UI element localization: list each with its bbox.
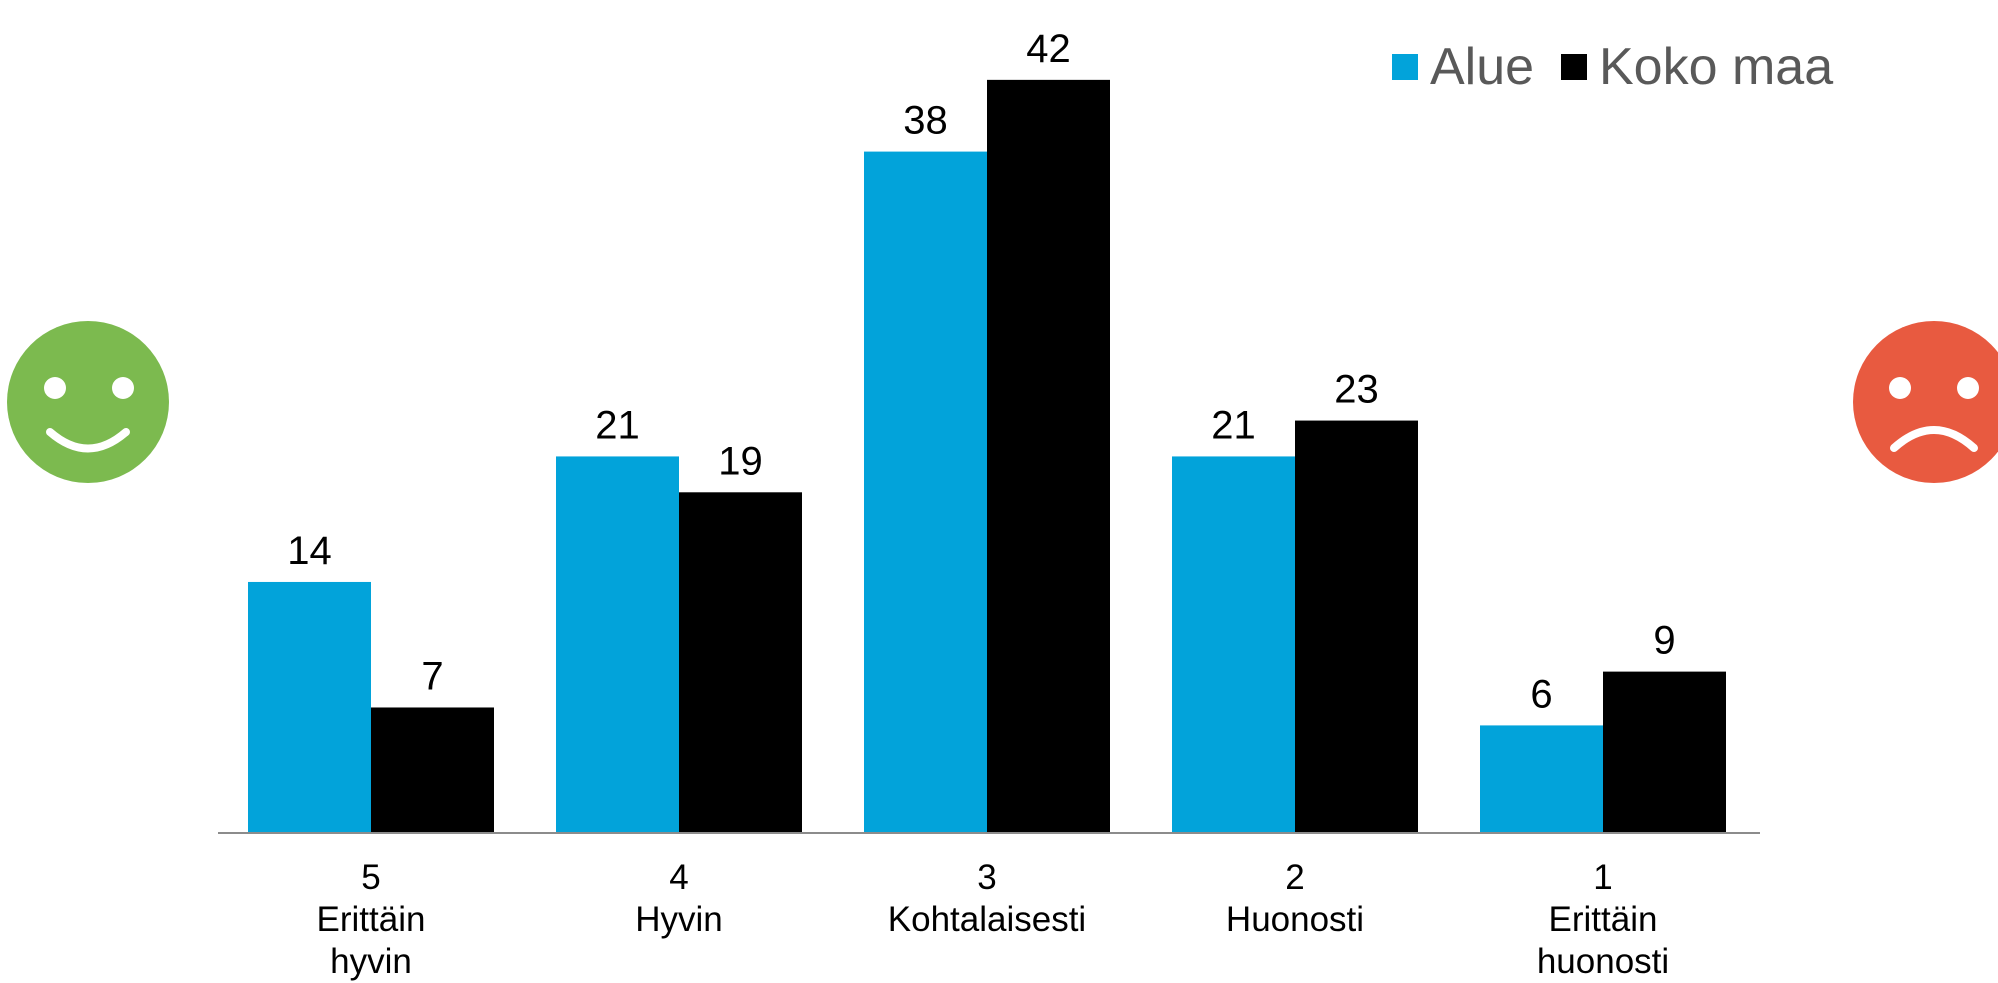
bar-alue-2 <box>864 151 987 833</box>
data-label-alue-4: 6 <box>1530 672 1552 716</box>
category-label-2-line-0: 3 <box>977 858 996 897</box>
legend-item-koko-maa: Koko maa <box>1561 38 1833 96</box>
bar-koko-maa-0 <box>371 707 494 833</box>
bar-koko-maa-4 <box>1603 671 1726 833</box>
data-label-alue-3: 21 <box>1211 403 1256 447</box>
category-label-0-line-1: Erittäin <box>317 900 426 939</box>
category-label-3-line-0: 2 <box>1285 858 1304 897</box>
category-label-2-line-1: Kohtalaisesti <box>888 900 1086 939</box>
smiley-sad-icon <box>1853 321 1998 483</box>
category-labels-layer: 5Erittäinhyvin4Hyvin3Kohtalaisesti2Huono… <box>317 858 1670 981</box>
legend-label-alue: Alue <box>1430 38 1534 96</box>
category-label-0-line-2: hyvin <box>330 942 412 981</box>
category-label-4-line-1: Erittäin <box>1549 900 1658 939</box>
bar-koko-maa-3 <box>1295 420 1418 833</box>
bars-layer <box>248 79 1726 833</box>
bar-alue-3 <box>1172 456 1295 833</box>
bar-alue-4 <box>1480 725 1603 833</box>
bar-koko-maa-1 <box>679 492 802 833</box>
smiley-happy-icon <box>7 321 169 483</box>
data-labels-layer: 14 7 21 19 38 42 21 23 6 9 <box>287 27 1675 717</box>
category-label-1-line-1: Hyvin <box>635 900 723 939</box>
data-label-alue-0: 14 <box>287 529 332 573</box>
bar-koko-maa-2 <box>987 79 1110 833</box>
data-label-koko-maa-0: 7 <box>421 654 443 698</box>
legend-label-koko-maa: Koko maa <box>1599 38 1833 96</box>
bar-alue-1 <box>556 456 679 833</box>
legend: Alue Koko maa <box>1392 38 1833 96</box>
data-label-koko-maa-4: 9 <box>1653 619 1675 663</box>
bar-alue-0 <box>248 581 371 833</box>
data-label-koko-maa-2: 42 <box>1026 27 1071 71</box>
category-label-4-line-0: 1 <box>1593 858 1612 897</box>
category-label-4-line-2: huonosti <box>1537 942 1669 981</box>
legend-swatch-koko-maa <box>1561 54 1587 80</box>
data-label-alue-1: 21 <box>595 403 640 447</box>
category-label-3-line-1: Huonosti <box>1226 900 1364 939</box>
legend-swatch-alue <box>1392 54 1418 80</box>
category-label-0-line-0: 5 <box>361 858 380 897</box>
category-label-1-line-0: 4 <box>669 858 688 897</box>
data-label-koko-maa-1: 19 <box>718 439 763 483</box>
data-label-koko-maa-3: 23 <box>1334 368 1379 412</box>
legend-item-alue: Alue <box>1392 38 1534 96</box>
data-label-alue-2: 38 <box>903 99 948 143</box>
